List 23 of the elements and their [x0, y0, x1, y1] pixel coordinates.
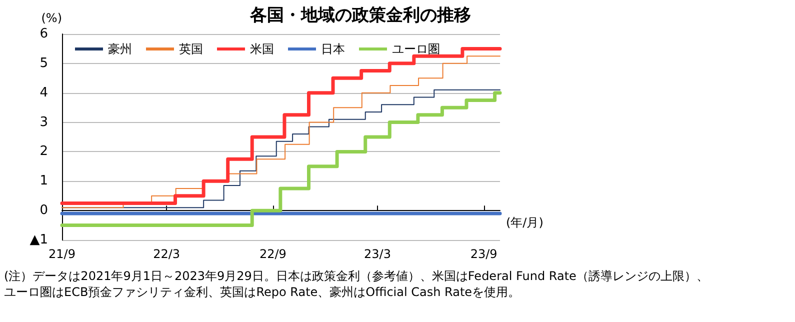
- legend-label: 豪州: [108, 42, 132, 56]
- y-tick-label: 0: [40, 203, 48, 218]
- x-tick-label: 21/9: [48, 247, 76, 261]
- x-tick-label: 23/9: [470, 247, 498, 261]
- y-axis-title: (%): [41, 11, 62, 25]
- legend-label: ユーロ圏: [392, 42, 440, 56]
- y-tick-label: 5: [40, 56, 48, 71]
- x-axis-title: (年/月): [506, 216, 544, 230]
- y-tick-label: 2: [40, 144, 48, 160]
- legend-label: 日本: [321, 42, 345, 56]
- legend-label: 米国: [250, 42, 274, 56]
- y-tick-label: 3: [40, 114, 48, 130]
- chart-title: 各国・地域の政策金利の推移: [249, 6, 471, 26]
- x-tick-label: 22/9: [259, 247, 286, 261]
- y-tick-label: 6: [40, 26, 48, 42]
- text: (注）データは2021年9月1日～2023年9月29日。日本は政策金利（参考値）、米国はFederal Fund Rate（誘導レンジの上限）、: [4, 269, 708, 283]
- x-tick-label: 22/3: [153, 247, 180, 261]
- y-tick-label: 4: [40, 85, 48, 100]
- y-tick-label: 1: [40, 174, 48, 189]
- y-tick-label: ▲1: [30, 232, 48, 248]
- text: ユーロ圏はECB預金ファシリティ金利、英国はRepo Rate、豪州はOfficial Cash Rateを使用。: [4, 285, 520, 299]
- legend-label: 英国: [179, 42, 203, 56]
- x-tick-label: 23/3: [364, 247, 391, 261]
